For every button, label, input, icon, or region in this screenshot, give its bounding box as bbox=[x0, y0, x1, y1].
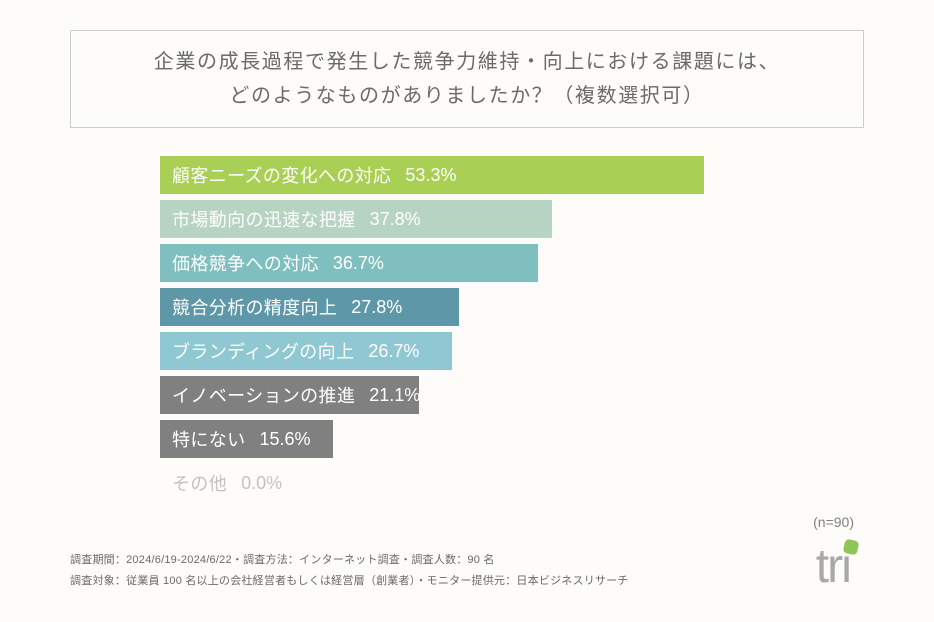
question-title-box: 企業の成長過程で発生した競争力維持・向上における課題には、 どのようなものがあり… bbox=[70, 30, 864, 128]
bar-value: 36.7% bbox=[333, 253, 384, 274]
bar-value: 26.7% bbox=[368, 341, 419, 362]
bar-row: イノベーションの推進 21.1% bbox=[160, 376, 824, 414]
bar-label: 価格競争への対応 bbox=[172, 250, 319, 276]
bar-row: 価格競争への対応 36.7% bbox=[160, 244, 824, 282]
title-line-2: どのようなものがありましたか？（複数選択可） bbox=[91, 79, 843, 113]
bar-label: 市場動向の迅速な把握 bbox=[172, 206, 356, 232]
bar: 特にない 15.6% bbox=[160, 420, 333, 458]
survey-footer: 調査期間：2024/6/19-2024/6/22・調査方法：インターネット調査・… bbox=[70, 550, 629, 592]
bar-value: 27.8% bbox=[351, 297, 402, 318]
bar: 市場動向の迅速な把握 37.8% bbox=[160, 200, 552, 238]
bar-value: 53.3% bbox=[405, 165, 456, 186]
bar-label: その他 bbox=[172, 470, 227, 496]
bar: 価格競争への対応 36.7% bbox=[160, 244, 538, 282]
bar: 顧客ニーズの変化への対応 53.3% bbox=[160, 156, 704, 194]
title-line-1: 企業の成長過程で発生した競争力維持・向上における課題には、 bbox=[91, 45, 843, 79]
bar-row: 競合分析の精度向上 27.8% bbox=[160, 288, 824, 326]
bar: 競合分析の精度向上 27.8% bbox=[160, 288, 459, 326]
bar-label: 競合分析の精度向上 bbox=[172, 294, 337, 320]
bar: イノベーションの推進 21.1% bbox=[160, 376, 419, 414]
bar: その他0.0% bbox=[160, 464, 172, 502]
bar-row: 顧客ニーズの変化への対応 53.3% bbox=[160, 156, 824, 194]
footer-line-1: 調査期間：2024/6/19-2024/6/22・調査方法：インターネット調査・… bbox=[70, 550, 629, 571]
bar-value: 0.0% bbox=[241, 473, 282, 494]
bar-row: 特にない 15.6% bbox=[160, 420, 824, 458]
bar-row: ブランディングの向上 26.7% bbox=[160, 332, 824, 370]
sample-size-label: (n=90) bbox=[813, 514, 854, 530]
bar-chart: 顧客ニーズの変化への対応 53.3% 市場動向の迅速な把握 37.8% 価格競争への対応… bbox=[160, 156, 824, 502]
footer-line-2: 調査対象：従業員 100 名以上の会社経営者もしくは経営層（創業者）・モニター提… bbox=[70, 571, 629, 592]
bar-label: イノベーションの推進 bbox=[172, 382, 355, 408]
tri-logo: tri bbox=[816, 539, 864, 594]
bar-label: 特にない bbox=[172, 426, 245, 452]
logo-accent-icon bbox=[843, 539, 860, 556]
bar: ブランディングの向上 26.7% bbox=[160, 332, 452, 370]
bar-value: 21.1% bbox=[369, 385, 420, 406]
bar-row: その他 0.0% bbox=[160, 464, 824, 502]
bar-row: 市場動向の迅速な把握 37.8% bbox=[160, 200, 824, 238]
bar-value: 37.8% bbox=[370, 209, 421, 230]
bar-label: 顧客ニーズの変化への対応 bbox=[172, 162, 391, 188]
bar-value: 15.6% bbox=[259, 429, 310, 450]
bar-label: ブランディングの向上 bbox=[172, 338, 354, 364]
